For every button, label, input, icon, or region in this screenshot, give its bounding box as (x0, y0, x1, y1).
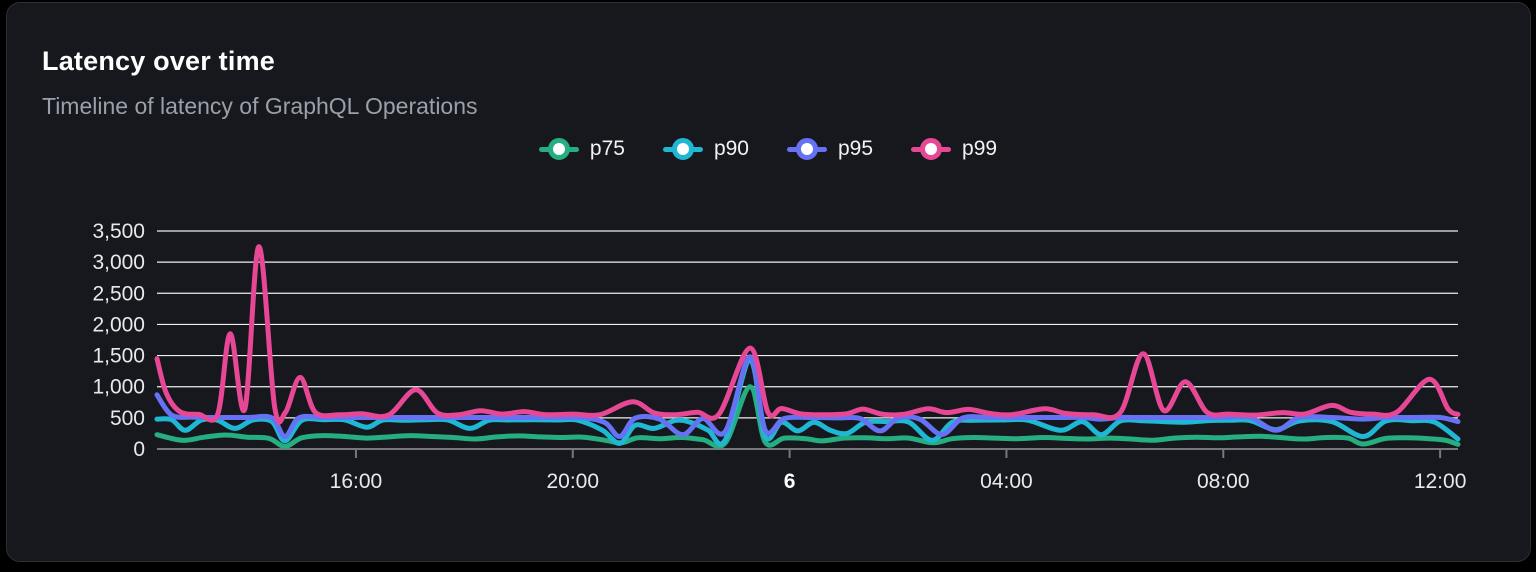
y-axis-label-2500: 2,500 (92, 282, 145, 305)
y-axis-label-0: 0 (133, 438, 145, 461)
x-axis-label-2000: 20:00 (546, 470, 599, 493)
x-axis-label-0400: 04:00 (980, 470, 1033, 493)
legend-label-p75: p75 (589, 137, 625, 160)
legend-item-p90[interactable]: p90 (662, 136, 749, 162)
legend-label-p90: p90 (713, 137, 749, 160)
legend-marker-p75-icon (538, 136, 579, 162)
x-axis-label-1200: 12:00 (1414, 470, 1467, 493)
legend-marker-p99-icon (911, 136, 952, 162)
latency-card (6, 2, 1531, 562)
y-axis-label-2000: 2,000 (92, 313, 145, 336)
series-line-p75[interactable] (154, 384, 1461, 449)
legend-dot-swatch (671, 138, 694, 160)
legend-label-p99: p99 (962, 137, 998, 160)
page-subtitle: Timeline of latency of GraphQL Operation… (42, 93, 478, 119)
chart-legend: p75 p90 p95 p99 (0, 136, 1536, 162)
x-axis-label-0800: 08:00 (1197, 470, 1250, 493)
legend-marker-p90-icon (662, 136, 703, 162)
y-axis-label-3500: 3,500 (92, 220, 145, 243)
page-title: Latency over time (42, 46, 275, 76)
legend-dot-swatch (920, 138, 943, 160)
series-line-p99[interactable] (154, 244, 1461, 425)
y-axis-label-500: 500 (110, 407, 145, 430)
legend-item-p75[interactable]: p75 (538, 136, 625, 162)
legend-marker-p95-icon (787, 136, 827, 162)
series-line-p95[interactable] (154, 354, 1461, 439)
legend-dot-swatch (796, 138, 818, 160)
y-axis-label-1000: 1,000 (92, 376, 145, 399)
legend-dot-swatch (547, 138, 570, 160)
x-axis-label-1600: 16:00 (330, 470, 383, 493)
legend-item-p99[interactable]: p99 (911, 136, 997, 162)
y-axis-label-1500: 1,500 (92, 345, 145, 368)
y-axis-label-3000: 3,000 (92, 251, 145, 274)
legend-label-p95: p95 (838, 137, 874, 160)
chart-header: Latency over time Timeline of latency of… (42, 46, 478, 120)
series-line-p90[interactable] (154, 357, 1461, 447)
legend-item-p95[interactable]: p95 (787, 136, 873, 162)
x-axis-label-6: 6 (784, 470, 796, 493)
